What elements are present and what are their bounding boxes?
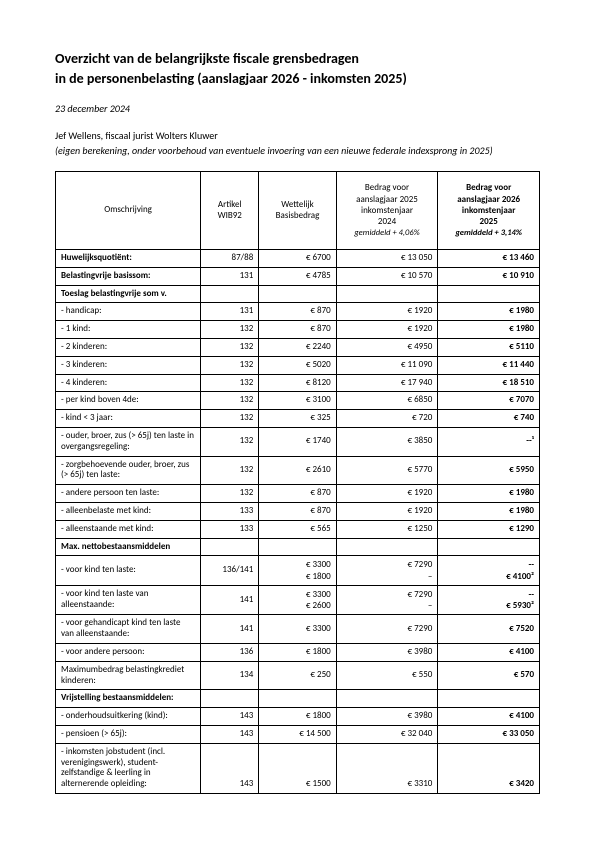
table-row: Maximumbedrag belastingkrediet kinderen:… xyxy=(56,661,540,690)
table-row: - per kind boven 4de: 132 € 3100 € 6850 … xyxy=(56,392,540,410)
table-row: - voor gehandicapt kind ten laste van al… xyxy=(56,615,540,644)
table-row: - voor kind ten laste: 136/141 € 3300€ 1… xyxy=(56,556,540,586)
table-row: - alleenbelaste met kind: 133 € 870 € 19… xyxy=(56,502,540,520)
table-row: - kind < 3 jaar: 132 € 325 € 720 € 740 xyxy=(56,410,540,428)
table-row: - 3 kinderen: 132 € 5020 € 11 090 € 11 4… xyxy=(56,356,540,374)
table-row: - voor andere persoon: 136 € 1800 € 3980… xyxy=(56,643,540,661)
table-row: Toeslag belastingvrije som v. xyxy=(56,285,540,303)
table-row: - 4 kinderen: 132 € 8120 € 17 940 € 18 5… xyxy=(56,374,540,392)
table-row: Huwelijksquotiënt: 87/88 € 6700 € 13 050… xyxy=(56,250,540,268)
table-row: - voor kind ten laste van alleenstaande:… xyxy=(56,585,540,615)
table-row: - zorgbehoevende ouder, broer, zus (> 65… xyxy=(56,456,540,485)
fiscal-limits-table: Omschrijving Artikel WIB92 Wettelijk Bas… xyxy=(55,171,540,794)
table-row: - 1 kind: 132 € 870 € 1920 € 1980 xyxy=(56,321,540,339)
page-title-line2: in de personenbelasting (aanslagjaar 202… xyxy=(55,70,540,88)
col-description: Omschrijving xyxy=(56,172,201,250)
document-date: 23 december 2024 xyxy=(55,102,540,115)
col-year-2025: Bedrag voor aanslagjaar 2025 inkomstenja… xyxy=(336,172,438,250)
table-row: Belastingvrije basissom: 131 € 4785 € 10… xyxy=(56,267,540,285)
table-row: - alleenstaande met kind: 133 € 565 € 12… xyxy=(56,520,540,538)
table-row: - pensioen (> 65j): 143 € 14 500 € 32 04… xyxy=(56,725,540,743)
author-line: Jef Wellens, fiscaal jurist Wolters Kluw… xyxy=(55,129,540,142)
col-article: Artikel WIB92 xyxy=(201,172,259,250)
table-row: - handicap: 131 € 870 € 1920 € 1980 xyxy=(56,303,540,321)
table-row: Vrijstelling bestaansmiddelen: xyxy=(56,690,540,708)
col-year-2026: Bedrag voor aanslagjaar 2026 inkomstenja… xyxy=(438,172,540,250)
table-row: - ouder, broer, zus (> 65j) ten laste in… xyxy=(56,427,540,456)
page-title-line1: Overzicht van de belangrijkste fiscale g… xyxy=(55,50,540,68)
table-row: - 2 kinderen: 132 € 2240 € 4950 € 5110 xyxy=(56,338,540,356)
col-base-amount: Wettelijk Basisbedrag xyxy=(259,172,336,250)
table-row: Max. nettobestaansmiddelen xyxy=(56,538,540,556)
table-row: - andere persoon ten laste: 132 € 870 € … xyxy=(56,485,540,503)
calculation-note: (eigen berekening, onder voorbehoud van … xyxy=(55,144,540,157)
table-header-row: Omschrijving Artikel WIB92 Wettelijk Bas… xyxy=(56,172,540,250)
table-row: - inkomsten jobstudent (incl. vereniging… xyxy=(56,743,540,793)
table-row: - onderhoudsuitkering (kind): 143 € 1800… xyxy=(56,708,540,726)
